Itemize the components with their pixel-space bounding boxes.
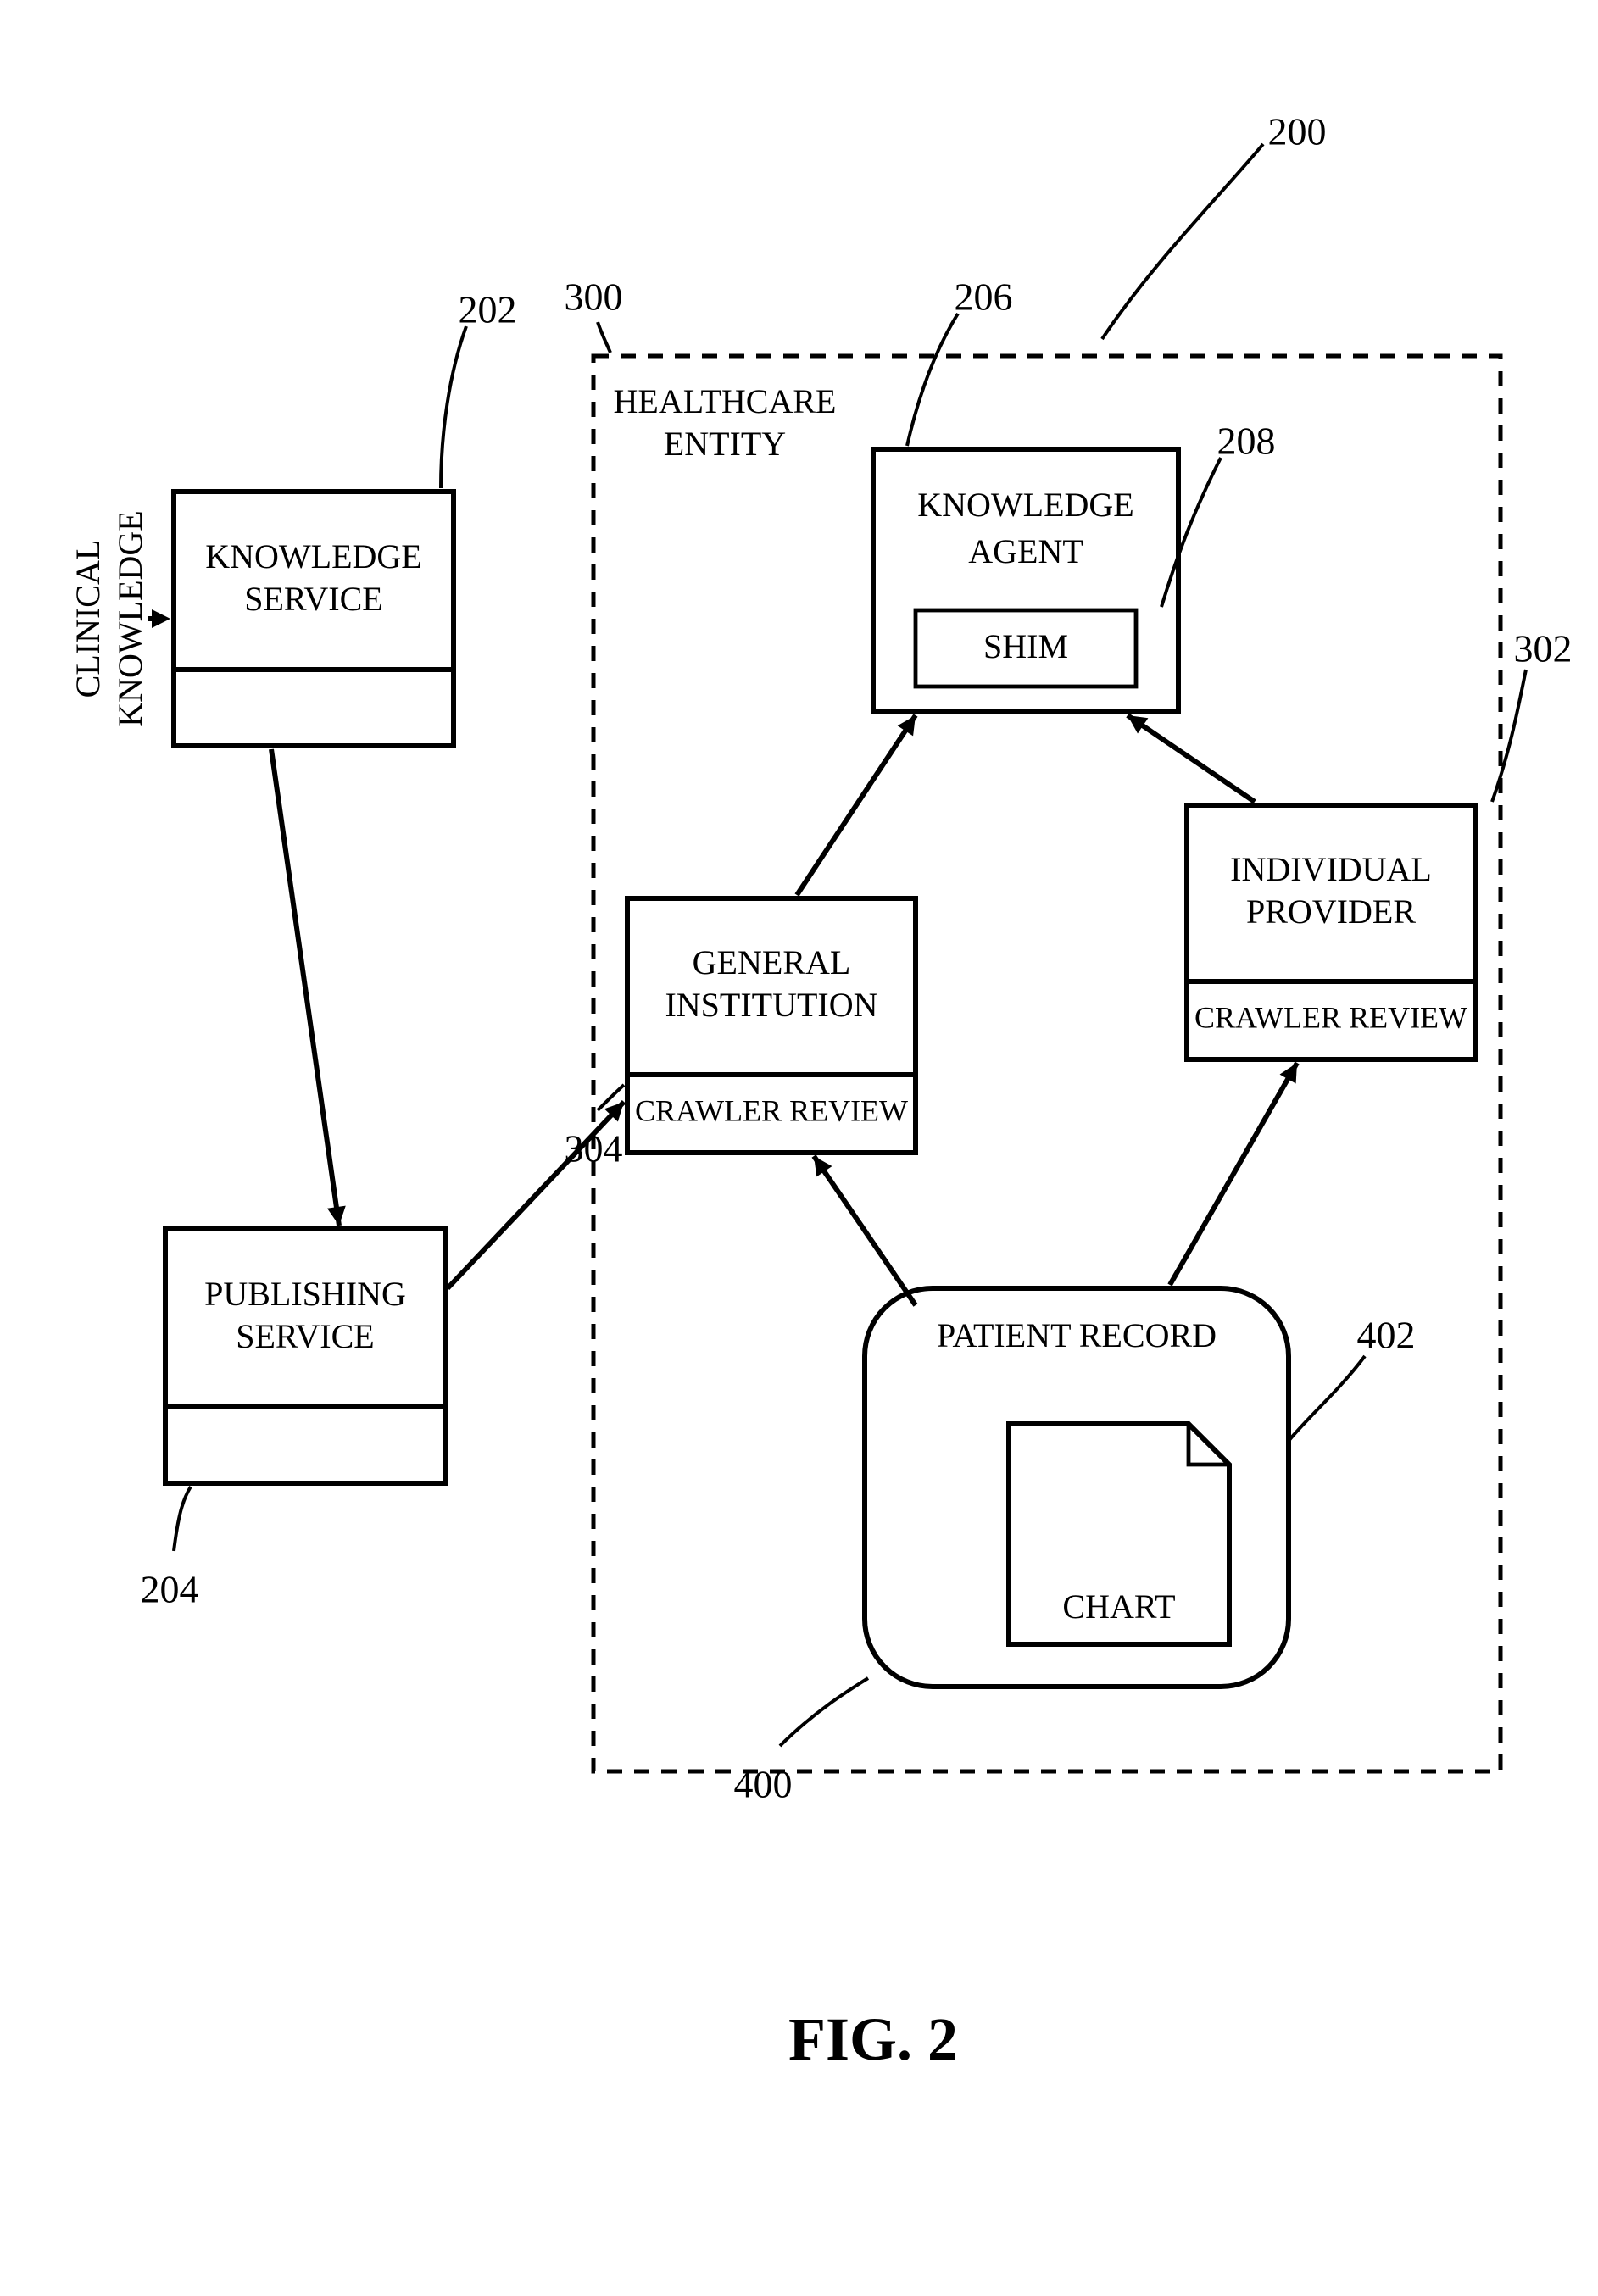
publishing-service-box — [165, 1229, 445, 1483]
ref-204-ref: 204 — [141, 1568, 199, 1611]
ref-300-ref: 300 — [565, 275, 623, 319]
arrow-ks-to-ps — [271, 749, 339, 1226]
figure-label: FIG. 2 — [788, 2005, 958, 2073]
arrow-ip-to-ka — [1128, 715, 1255, 802]
individual-provider-box-label-1: INDIVIDUAL — [1230, 850, 1432, 888]
ref-400-ref: 400 — [734, 1763, 793, 1806]
ref-302-leader — [1492, 670, 1526, 802]
ref-206-ref: 206 — [955, 275, 1013, 319]
knowledge-agent-label-2: AGENT — [968, 532, 1083, 570]
ref-200-ref: 200 — [1268, 110, 1327, 153]
ref-208-ref: 208 — [1217, 420, 1276, 463]
individual-provider-box-strip-label: CRAWLER REVIEW — [1194, 1000, 1467, 1034]
ref-202-ref: 202 — [459, 288, 517, 331]
arrow-gi-to-ka — [797, 715, 916, 895]
general-institution-box-label-2: INSTITUTION — [665, 986, 877, 1024]
ref-204-leader — [174, 1487, 191, 1551]
ref-206-leader — [907, 314, 958, 446]
clinical-knowledge-label: CLINICALKNOWLEDGE — [69, 510, 149, 727]
ref-202-leader — [441, 326, 466, 488]
patient-record-label: PATIENT RECORD — [937, 1316, 1217, 1354]
shim-label: SHIM — [983, 627, 1068, 665]
ref-302-ref: 302 — [1514, 627, 1573, 670]
ref-200-leader — [1102, 144, 1263, 339]
ref-400-leader — [780, 1678, 868, 1746]
ref-402-leader — [1289, 1356, 1365, 1441]
healthcare-entity-label-1: HEALTHCARE — [614, 382, 837, 420]
healthcare-entity-label-2: ENTITY — [664, 425, 786, 463]
general-institution-box-label-1: GENERAL — [693, 943, 851, 981]
chart-label: CHART — [1062, 1587, 1175, 1626]
publishing-service-box-label-1: PUBLISHING — [204, 1275, 406, 1313]
publishing-service-box-label-2: SERVICE — [236, 1317, 374, 1355]
clinical-knowledge-2: KNOWLEDGE — [111, 510, 149, 727]
knowledge-service-box — [174, 492, 454, 746]
knowledge-agent-label-1: KNOWLEDGE — [917, 486, 1134, 524]
ref-402-ref: 402 — [1357, 1314, 1416, 1357]
general-institution-box-strip-label: CRAWLER REVIEW — [635, 1093, 908, 1127]
individual-provider-box-label-2: PROVIDER — [1246, 892, 1416, 931]
clinical-knowledge-1: CLINICAL — [69, 540, 107, 698]
knowledge-service-box-label-2: SERVICE — [244, 580, 382, 618]
arrow-pr-to-gi — [814, 1156, 916, 1305]
ref-300-leader — [598, 322, 610, 353]
ref-304-ref: 304 — [565, 1127, 623, 1170]
arrow-pr-to-ip — [1170, 1063, 1297, 1285]
knowledge-service-box-label-1: KNOWLEDGE — [205, 537, 422, 575]
